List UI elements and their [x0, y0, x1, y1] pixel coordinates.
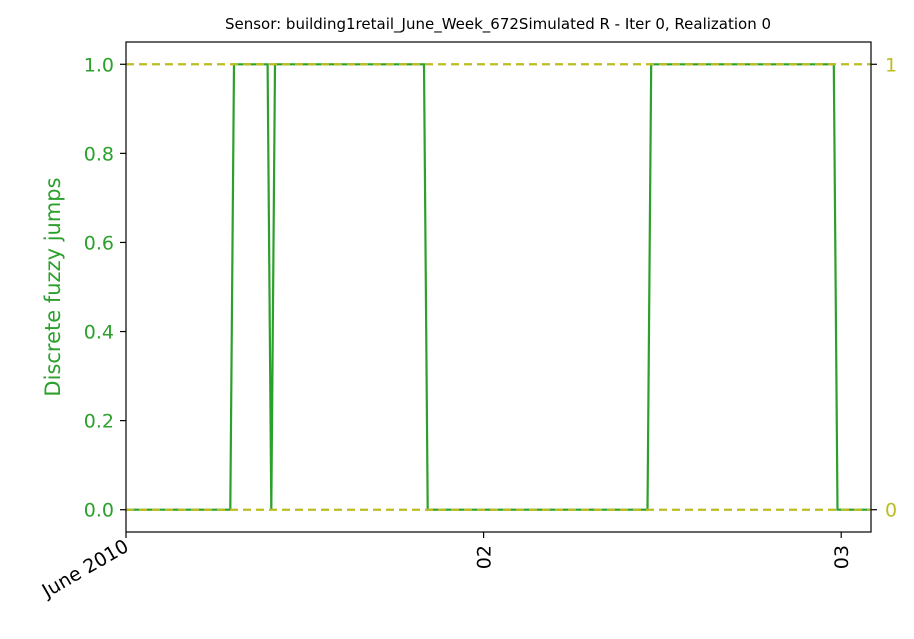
x-tick-label: June 2010	[38, 535, 133, 602]
x-tick-label: 02	[474, 545, 496, 569]
plot-frame	[125, 41, 872, 533]
chart-title: Sensor: building1retail_June_Week_672Sim…	[225, 15, 771, 34]
y-tick-label: 0.4	[84, 322, 114, 344]
right-y-tick-label: 0	[885, 500, 897, 522]
y-axis-label: Discrete fuzzy jumps	[41, 177, 65, 396]
y-tick-label: 0.2	[84, 411, 114, 433]
y-tick-label: 1.0	[84, 54, 114, 76]
right-y-tick-label: 1	[885, 54, 897, 76]
x-tick-label: 03	[831, 545, 853, 569]
plot-area: 0.0 0.2 0.4 0.6 0.8 1.0 0 1 June 2010 02 03	[38, 41, 897, 603]
series-line-0	[126, 63, 871, 511]
y-tick-label: 0.0	[84, 500, 114, 522]
y-tick-label: 0.6	[84, 232, 114, 254]
y-tick-label: 0.8	[84, 143, 114, 165]
